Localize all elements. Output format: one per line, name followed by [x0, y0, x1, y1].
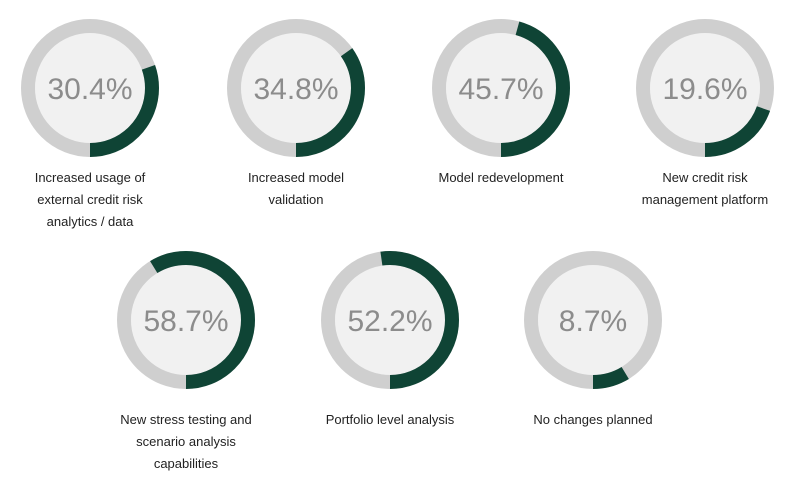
- ring-category-label: Model redevelopment: [438, 170, 563, 185]
- ring-center: [35, 33, 145, 143]
- ring-value-label: 8.7%: [559, 305, 627, 338]
- ring-value-label: 34.8%: [253, 73, 338, 106]
- ring-progress-arc: [321, 251, 459, 389]
- ring-category-label: New credit risk management platform: [642, 170, 768, 207]
- ring-item: 34.8% Increased model validation: [227, 19, 365, 207]
- ring-item: 19.6% New credit risk management platform: [636, 19, 774, 207]
- ring-value-label: 45.7%: [458, 73, 543, 106]
- ring-center: [650, 33, 760, 143]
- ring-value-label: 19.6%: [662, 73, 747, 106]
- ring-value-label: 30.4%: [47, 73, 132, 106]
- ring-item: 45.7% Model redevelopment: [432, 19, 570, 185]
- ring-center: [446, 33, 556, 143]
- ring-progress-arc: [432, 19, 570, 157]
- ring-category-label: No changes planned: [533, 412, 652, 427]
- ring-center: [538, 265, 648, 375]
- ring-progress-arc: [227, 19, 365, 157]
- ring-value-label: 52.2%: [347, 305, 432, 338]
- ring-item: 8.7% No changes planned: [524, 251, 662, 427]
- ring-item: 58.7% New stress testing and scenario anal…: [117, 251, 255, 471]
- ring-value-label: 58.7%: [143, 305, 228, 338]
- ring-category-label: New stress testing and scenario analysis c…: [120, 412, 252, 471]
- ring-category-label: Increased usage of external credit risk an…: [35, 170, 146, 229]
- ring-category-label: Portfolio level analysis: [326, 412, 455, 427]
- ring-category-label: Increased model validation: [248, 170, 344, 207]
- ring-progress-arc: [636, 19, 774, 157]
- ring-progress-arc: [117, 251, 255, 389]
- ring-item: 52.2% Portfolio level analysis: [321, 251, 459, 427]
- ring-item: 30.4% Increased usage of external credit r…: [21, 19, 159, 229]
- ring-progress-arc: [524, 251, 662, 389]
- ring-center: [335, 265, 445, 375]
- ring-center: [131, 265, 241, 375]
- ring-center: [241, 33, 351, 143]
- ring-progress-arc: [21, 19, 159, 157]
